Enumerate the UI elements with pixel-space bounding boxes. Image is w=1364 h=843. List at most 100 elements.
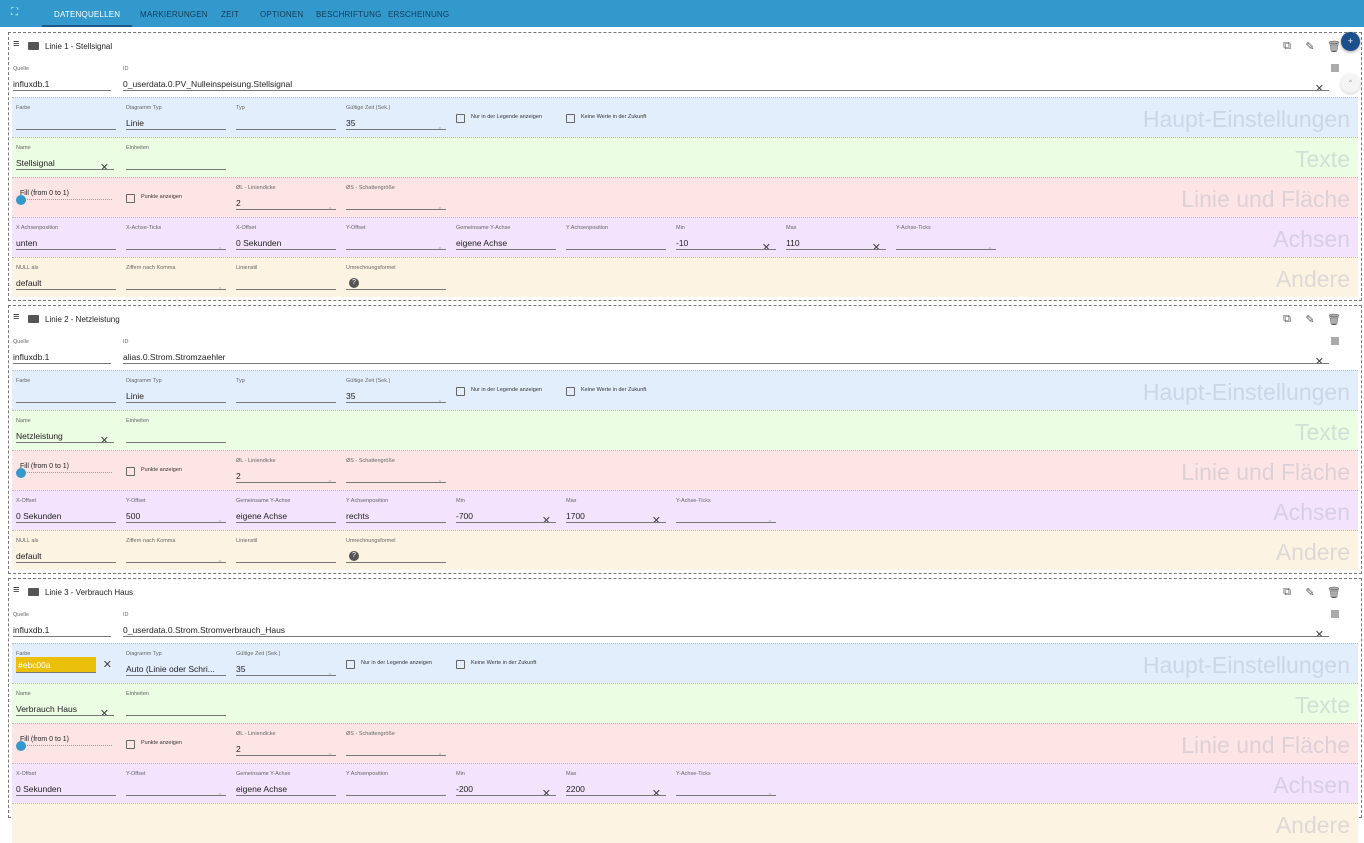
dropdown-arrow-icon[interactable]: ▼ xyxy=(544,241,550,249)
stepper-icon[interactable]: ⇕ xyxy=(327,664,333,675)
clear-icon[interactable]: ✕ xyxy=(99,162,109,170)
stepper-icon[interactable]: ⇕ xyxy=(987,238,993,249)
input-id[interactable]: alias.0.Strom.Stromzaehler ✕ xyxy=(123,344,1329,364)
stepper-icon[interactable]: ⇕ xyxy=(217,278,223,289)
input-name[interactable]: Verbrauch Haus ✕ xyxy=(16,696,114,716)
input-typ[interactable]: ▼ xyxy=(236,110,336,130)
dropdown-arrow-icon[interactable]: ▼ xyxy=(324,514,330,522)
delete-icon[interactable]: 🗑 xyxy=(1327,587,1341,599)
tab-erscheinung[interactable]: ERSCHEINUNG xyxy=(388,10,450,19)
input-y-achsenposition[interactable]: rechts ▼ xyxy=(346,503,446,523)
copy-icon[interactable]: ⧉ xyxy=(1283,40,1291,52)
dropdown-arrow-icon[interactable]: ▼ xyxy=(214,394,220,402)
input-name[interactable]: Netzleistung ✕ xyxy=(16,423,114,443)
folder-icon[interactable] xyxy=(28,42,39,50)
slider-thumb[interactable] xyxy=(16,195,26,205)
input-y-achse-ticks[interactable]: ⇕ xyxy=(676,503,776,523)
stepper-icon[interactable]: ⇕ xyxy=(327,744,333,755)
input-null-als[interactable]: default ▼ xyxy=(16,543,116,563)
clear-icon[interactable]: ✕ xyxy=(541,515,551,523)
checkbox-icon[interactable] xyxy=(456,114,465,123)
folder-icon[interactable] xyxy=(28,315,39,323)
checkbox-icon[interactable] xyxy=(346,660,355,669)
clear-icon[interactable]: ✕ xyxy=(99,708,109,716)
input-min[interactable]: -200 ✕ xyxy=(456,776,556,796)
dropdown-arrow-icon[interactable]: ▼ xyxy=(99,355,105,363)
stepper-icon[interactable]: ⇕ xyxy=(767,784,773,795)
clear-icon[interactable]: ✕ xyxy=(102,659,112,671)
clear-icon[interactable]: ✕ xyxy=(99,435,109,443)
slider-track[interactable] xyxy=(20,745,112,746)
input-ziffern-nach-komma[interactable]: ⇕ xyxy=(126,543,226,563)
clear-icon[interactable]: ✕ xyxy=(541,788,551,796)
dropdown-arrow-icon[interactable]: ▼ xyxy=(104,241,110,249)
clear-icon[interactable]: ✕ xyxy=(651,515,661,523)
input-x-achsenposition[interactable]: unten ▼ xyxy=(16,230,116,250)
delete-icon[interactable]: 🗑 xyxy=(1327,314,1341,326)
clear-icon[interactable]: ✕ xyxy=(651,788,661,796)
input-max[interactable]: 1700 ✕ xyxy=(566,503,666,523)
input-s-schattengr-e[interactable]: ⇕ xyxy=(346,463,446,483)
folder-icon[interactable] xyxy=(28,588,39,596)
dropdown-arrow-icon[interactable]: ▼ xyxy=(324,787,330,795)
input-y-offset[interactable]: ⇕ xyxy=(346,230,446,250)
drag-handle-icon[interactable]: ≡ xyxy=(13,311,20,323)
input-s-schattengr-e[interactable]: ⇕ xyxy=(346,736,446,756)
input-farbe[interactable] xyxy=(16,110,116,130)
clear-icon[interactable]: ✕ xyxy=(1314,629,1324,637)
input-x-offset[interactable]: 0 Sekunden ▼ xyxy=(16,776,116,796)
checkbox-icon[interactable] xyxy=(456,387,465,396)
stepper-icon[interactable]: ⇕ xyxy=(217,784,223,795)
checkbox-keine-werte-in-der-zukunft[interactable]: Keine Werte in der Zukunft xyxy=(456,658,551,669)
clear-icon[interactable]: ✕ xyxy=(1314,356,1324,364)
checkbox-icon[interactable] xyxy=(566,114,575,123)
stepper-icon[interactable]: ⇕ xyxy=(437,238,443,249)
checkbox-keine-werte-in-der-zukunft[interactable]: Keine Werte in der Zukunft xyxy=(566,385,661,396)
input-max[interactable]: 2200 ✕ xyxy=(566,776,666,796)
dropdown-arrow-icon[interactable]: ▼ xyxy=(104,281,110,289)
input-max[interactable]: 110 ✕ xyxy=(786,230,886,250)
dropdown-arrow-icon[interactable]: ▼ xyxy=(324,241,330,249)
fullscreen-icon[interactable]: ⛶ xyxy=(11,7,18,18)
checkbox-icon[interactable] xyxy=(456,660,465,669)
fill-slider[interactable]: Fill (from 0 to 1) xyxy=(16,178,116,218)
dropdown-arrow-icon[interactable]: ▼ xyxy=(99,628,105,636)
fill-slider[interactable]: Fill (from 0 to 1) xyxy=(16,724,116,764)
input-einheiten[interactable] xyxy=(126,696,226,716)
scroll-top-button[interactable]: ^ xyxy=(1341,74,1360,93)
stepper-icon[interactable]: ⇕ xyxy=(437,744,443,755)
input-x-offset[interactable]: 0 Sekunden ▼ xyxy=(16,503,116,523)
slider-track[interactable] xyxy=(20,472,112,473)
tab-markierungen[interactable]: MARKIERUNGEN xyxy=(140,10,208,19)
input-quelle[interactable]: influxdb.1 ▼ xyxy=(13,344,111,364)
input-y-achse-ticks[interactable]: ⇕ xyxy=(896,230,996,250)
comment-icon[interactable] xyxy=(1331,610,1339,618)
input-y-achsenposition[interactable]: ▼ xyxy=(566,230,666,250)
input-y-achsenposition[interactable]: ▼ xyxy=(346,776,446,796)
checkbox-keine-werte-in-der-zukunft[interactable]: Keine Werte in der Zukunft xyxy=(566,112,661,123)
clear-icon[interactable]: ✕ xyxy=(761,242,771,250)
checkbox-nur-in-der-legende-anzeigen[interactable]: Nur in der Legende anzeigen xyxy=(456,385,551,396)
input-id[interactable]: 0_userdata.0.PV_Nulleinspeisung.Stellsig… xyxy=(123,71,1329,91)
input-null-als[interactable]: default ▼ xyxy=(16,270,116,290)
input-farbe[interactable]: #ebc00a ✕ xyxy=(16,657,112,673)
dropdown-arrow-icon[interactable]: ▼ xyxy=(104,554,110,562)
dropdown-arrow-icon[interactable]: ▼ xyxy=(99,82,105,90)
input-diagramm-typ[interactable]: Auto (Linie oder Schri...▼ xyxy=(126,656,226,676)
slider-thumb[interactable] xyxy=(16,468,26,478)
stepper-icon[interactable]: ⇕ xyxy=(217,238,223,249)
copy-icon[interactable]: ⧉ xyxy=(1283,586,1291,598)
input-diagramm-typ[interactable]: Linie ▼ xyxy=(126,110,226,130)
add-line-button[interactable]: + xyxy=(1341,32,1360,51)
checkbox-icon[interactable] xyxy=(566,387,575,396)
input-l-liniendicke[interactable]: 2⇕ xyxy=(236,463,336,483)
input-linienstil[interactable]: ▼ xyxy=(236,270,336,290)
stepper-icon[interactable]: ⇕ xyxy=(327,198,333,209)
input-gemeinsame-y-achse[interactable]: eigene Achse ▼ xyxy=(236,503,336,523)
slider-thumb[interactable] xyxy=(16,741,26,751)
input-typ[interactable]: ▼ xyxy=(236,383,336,403)
dropdown-arrow-icon[interactable]: ▼ xyxy=(104,787,110,795)
input-linienstil[interactable]: ▼ xyxy=(236,543,336,563)
stepper-icon[interactable]: ⇕ xyxy=(767,511,773,522)
input-x-achse-ticks[interactable]: ⇕ xyxy=(126,230,226,250)
